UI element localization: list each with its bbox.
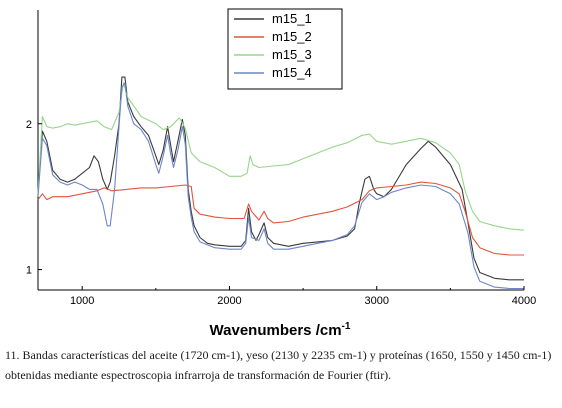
figure-caption: 11. Bandas características del aceite (1… bbox=[5, 348, 552, 382]
legend-box bbox=[227, 8, 343, 90]
x-axis-title-exponent: -1 bbox=[342, 321, 351, 332]
x-axis-title: Wavenumbers /cm-1 bbox=[210, 321, 351, 339]
legend: m15_1 m15_2 m15_3 m15_4 bbox=[227, 8, 343, 90]
series-layer bbox=[37, 76, 525, 290]
series-line-m15_2 bbox=[37, 181, 524, 256]
legend-label-m15_4: m15_4 bbox=[272, 65, 312, 80]
legend-label-m15_1: m15_1 bbox=[272, 11, 312, 26]
series-line-m15_3 bbox=[37, 82, 525, 231]
axes bbox=[37, 10, 524, 291]
y-tick-label-1: 1 bbox=[26, 265, 32, 277]
series-line-m15_1 bbox=[37, 76, 524, 281]
legend-label-m15_2: m15_2 bbox=[272, 29, 312, 44]
x-tick-label-2000: 2000 bbox=[217, 295, 241, 307]
x-tick-label-1000: 1000 bbox=[70, 295, 94, 307]
ticks-layer: 1000 2000 3000 4000 1 2 bbox=[26, 119, 536, 307]
legend-label-m15_3: m15_3 bbox=[272, 47, 312, 62]
x-tick-label-3000: 3000 bbox=[364, 295, 388, 307]
x-axis-title-text: Wavenumbers /cm bbox=[210, 322, 342, 339]
series-line-m15_4 bbox=[37, 82, 524, 290]
x-tick-label-4000: 4000 bbox=[512, 295, 536, 307]
y-tick-label-2: 2 bbox=[26, 119, 32, 131]
